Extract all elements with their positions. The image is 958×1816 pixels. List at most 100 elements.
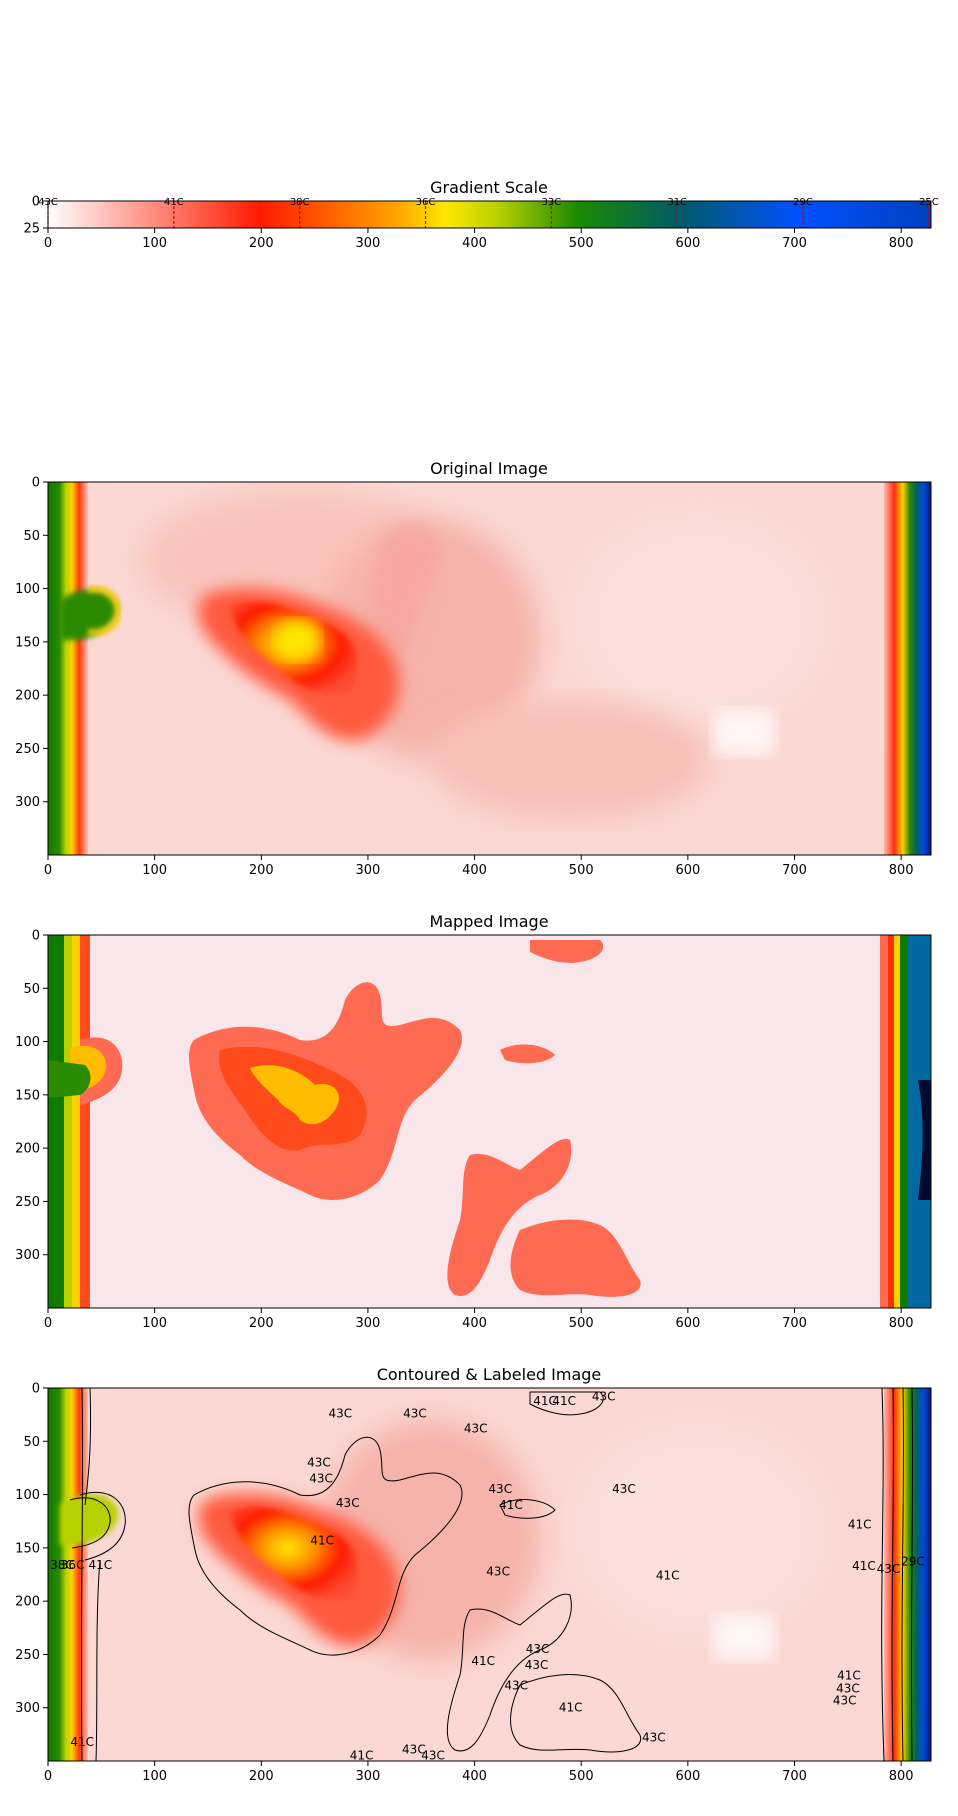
- contour-label: 41C: [837, 1669, 861, 1683]
- contour-label: 43C: [421, 1749, 445, 1763]
- gradient-scale-title: Gradient Scale: [430, 178, 548, 197]
- x-tick-label: 800: [889, 863, 914, 878]
- contour-label: 43C: [612, 1482, 636, 1496]
- gradient-marker-label: 36C: [416, 197, 436, 208]
- y-tick-label: 25: [23, 222, 40, 237]
- x-tick-label: 200: [249, 863, 274, 878]
- x-tick-label: 300: [356, 1769, 381, 1784]
- mapped-image-panel: Mapped Image 0 100 200 300 400 500 600 70: [15, 912, 932, 1331]
- gradient-marker-label: 25C: [919, 197, 939, 208]
- contour-label: 43C: [464, 1421, 488, 1435]
- gradient-marker-label: 31C: [667, 197, 687, 208]
- x-tick-label: 200: [249, 236, 274, 251]
- contour-label: 41C: [656, 1569, 680, 1583]
- y-tick-label: 200: [15, 689, 40, 704]
- x-tick-label: 500: [569, 1769, 594, 1784]
- contour-label: 43C: [403, 1407, 427, 1421]
- original-image-title: Original Image: [430, 459, 548, 478]
- x-tick-label: 400: [462, 1769, 487, 1784]
- contour-label: 43C: [642, 1731, 666, 1745]
- contour-label: 43C: [592, 1390, 616, 1404]
- gradient-scale-frame: [47, 200, 932, 229]
- x-tick-label: 0: [44, 236, 52, 251]
- contour-label: 43C: [307, 1456, 331, 1470]
- x-tick-label: 500: [569, 236, 594, 251]
- y-tick-label: 50: [23, 982, 40, 997]
- x-tick-label: 400: [462, 1316, 487, 1331]
- contour-lines: [69, 1388, 914, 1761]
- y-tick-label: 300: [15, 1701, 40, 1716]
- x-tick-label: 400: [462, 236, 487, 251]
- contoured-image-y-axis: 0 50 100 150 200 250 300: [15, 1382, 48, 1716]
- mapped-image-title: Mapped Image: [429, 912, 548, 931]
- x-tick-label: 500: [569, 863, 594, 878]
- y-tick-label: 0: [32, 476, 40, 491]
- gradient-marker-label: 41C: [164, 197, 184, 208]
- contour-label: 43C: [309, 1472, 333, 1486]
- mapped-image-raster: [48, 935, 931, 1308]
- y-tick-label: 0: [32, 195, 40, 210]
- original-image-x-axis: 0 100 200 300 400 500 600 700 800: [44, 855, 914, 878]
- x-tick-label: 500: [569, 1316, 594, 1331]
- contour-label: 41C: [552, 1394, 576, 1408]
- y-tick-label: 250: [15, 1648, 40, 1663]
- contour-label: 41C: [350, 1749, 374, 1763]
- y-tick-label: 150: [15, 635, 40, 650]
- y-tick-label: 150: [15, 1541, 40, 1556]
- contour-label: 29C: [901, 1555, 925, 1569]
- y-tick-label: 100: [15, 1488, 40, 1503]
- x-tick-label: 800: [889, 1769, 914, 1784]
- x-tick-label: 700: [782, 236, 807, 251]
- gradient-scale-panel: Gradient Scale 43C 41C 38C 36C 33C 31C 29C 25C …: [23, 178, 938, 251]
- x-tick-label: 100: [142, 1316, 167, 1331]
- x-tick-label: 0: [44, 1769, 52, 1784]
- contour-label: 41C: [499, 1498, 523, 1512]
- y-tick-label: 0: [32, 929, 40, 944]
- contour-label: 43C: [328, 1407, 352, 1421]
- gradient-bar: [48, 201, 931, 228]
- x-tick-label: 600: [675, 236, 700, 251]
- contour-label: 43C: [836, 1682, 860, 1696]
- original-image-frame: [47, 481, 932, 856]
- y-tick-label: 300: [15, 795, 40, 810]
- contour-label: 41C: [70, 1735, 94, 1749]
- contour-label: 36C: [61, 1558, 85, 1572]
- mapped-image-frame: [47, 934, 932, 1309]
- x-tick-label: 700: [782, 1316, 807, 1331]
- contoured-image-x-axis: 0 100 200 300 400 500 600 700 800: [44, 1761, 914, 1784]
- y-tick-label: 100: [15, 1035, 40, 1050]
- y-tick-label: 0: [32, 1382, 40, 1397]
- x-tick-label: 800: [889, 1316, 914, 1331]
- x-tick-label: 600: [675, 1769, 700, 1784]
- contour-label: 43C: [877, 1562, 901, 1576]
- contour-label: 41C: [310, 1533, 334, 1547]
- y-tick-label: 50: [23, 1435, 40, 1450]
- x-tick-label: 200: [249, 1769, 274, 1784]
- mapped-image-y-axis: 0 50 100 150 200 250 300: [15, 929, 48, 1263]
- contoured-image-frame: [47, 1387, 932, 1762]
- x-tick-label: 100: [142, 863, 167, 878]
- contoured-image-title: Contoured & Labeled Image: [377, 1365, 602, 1384]
- y-tick-label: 200: [15, 1142, 40, 1157]
- contour-label: 43C: [402, 1742, 426, 1756]
- x-tick-label: 700: [782, 1769, 807, 1784]
- x-tick-label: 100: [142, 1769, 167, 1784]
- contour-label: 41C: [848, 1517, 872, 1531]
- gradient-marker-label: 29C: [793, 197, 813, 208]
- contour-label: 41C: [89, 1558, 113, 1572]
- contoured-image-raster: [48, 1388, 931, 1761]
- x-tick-label: 200: [249, 1316, 274, 1331]
- x-tick-label: 400: [462, 863, 487, 878]
- x-tick-label: 100: [142, 236, 167, 251]
- gradient-marker-label: 38C: [290, 197, 310, 208]
- contour-label: 41C: [533, 1394, 557, 1408]
- contour-label: 38C: [50, 1558, 74, 1572]
- gradient-x-axis: 0 100 200 300 400 500 600 700 800: [44, 228, 914, 251]
- contour-label: 43C: [526, 1642, 550, 1656]
- x-tick-label: 0: [44, 863, 52, 878]
- contour-label: 41C: [471, 1654, 495, 1668]
- gradient-y-axis: 0 25: [23, 195, 48, 237]
- y-tick-label: 200: [15, 1595, 40, 1610]
